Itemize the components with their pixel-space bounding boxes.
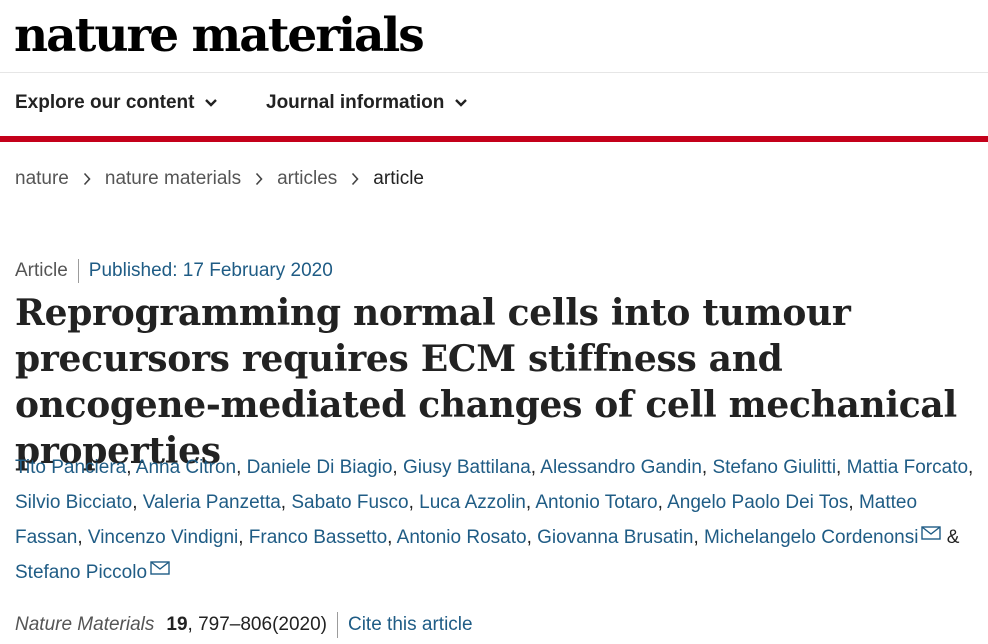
journal-name: Nature Materials [15,614,155,635]
page-range: , 797–806 [187,614,273,635]
author-link[interactable]: Giovanna Brusatin [537,527,694,548]
author-link[interactable]: Mattia Forcato [846,457,969,478]
site-header: nature materials [0,0,988,73]
nav-explore-label: Explore our content [15,92,195,113]
article-type: Article [15,260,68,281]
author-separator: , [387,527,397,548]
site-logo[interactable]: nature materials [14,8,425,63]
breadcrumb-nature-materials[interactable]: nature materials [104,168,242,189]
author-separator: , [848,492,859,513]
article-meta: Article Published: 17 February 2020 [15,259,333,283]
published-date[interactable]: Published: 17 February 2020 [88,260,333,281]
citation-divider [336,612,338,638]
author-link[interactable]: Stefano Giulitti [712,457,837,478]
author-link[interactable]: Antonio Totaro [535,492,658,513]
chevron-right-icon [256,172,263,186]
chevron-down-icon [455,99,468,107]
author-separator: , [530,457,541,478]
author-link[interactable]: Tito Panciera [15,457,127,478]
breadcrumb-article: article [373,168,424,189]
author-separator: , [657,492,668,513]
author-link[interactable]: Alessandro Gandin [540,457,702,478]
author-link[interactable]: Daniele Di Biagio [246,457,393,478]
author-separator: , [77,527,88,548]
article-title: Reprogramming normal cells into tumour p… [15,292,957,472]
author-link[interactable]: Franco Bassetto [248,527,388,548]
main-nav: Explore our content Journal information [0,73,988,137]
citation-line: Nature Materials 19 , 797–806 (2020) Cit… [15,612,473,638]
author-link[interactable]: Valeria Panzetta [142,492,281,513]
meta-divider [77,259,79,283]
publication-year: (2020) [272,614,327,635]
author-separator: , [701,457,713,478]
author-separator: , [836,457,847,478]
author-link[interactable]: Vincenzo Vindigni [87,527,239,548]
breadcrumb-articles[interactable]: articles [277,168,338,189]
author-link[interactable]: Matteo Fassan [15,492,918,548]
volume: 19 [166,614,188,635]
author-link[interactable]: Michelangelo Cordenonsi [704,527,919,548]
author-link[interactable]: Giusy Battilana [402,457,531,478]
author-separator: , [408,492,420,513]
email-icon[interactable] [150,561,170,575]
chevron-down-icon [205,99,218,107]
email-icon[interactable] [921,526,942,540]
author-link[interactable]: Stefano Piccolo [15,562,148,583]
author-separator: , [280,492,292,513]
author-separator: , [968,457,974,478]
chevron-right-icon [352,172,359,186]
nav-explore-content[interactable]: Explore our content [15,92,218,114]
author-link[interactable]: Antonio Rosato [396,527,527,548]
author-separator: , [236,457,247,478]
author-link[interactable]: Luca Azzolin [419,492,526,513]
author-separator: , [126,457,136,478]
author-separator: , [238,527,249,548]
author-separator: , [525,492,536,513]
nav-journal-label: Journal information [266,92,445,113]
author-separator: , [132,492,143,513]
author-link[interactable]: Sabato Fusco [291,492,409,513]
breadcrumb: nature nature materials articles article [15,168,424,190]
author-link[interactable]: Angelo Paolo Dei Tos [667,492,849,513]
author-separator: , [693,527,705,548]
accent-divider [0,136,988,142]
chevron-right-icon [83,172,91,186]
author-separator: & [941,527,960,548]
cite-article-link[interactable]: Cite this article [347,614,473,635]
author-separator: , [526,527,538,548]
nav-journal-information[interactable]: Journal information [266,92,468,114]
breadcrumb-nature[interactable]: nature [15,168,69,189]
author-list: Tito Panciera, Anna Citron, Daniele Di B… [15,450,975,590]
author-separator: , [392,457,403,478]
author-link[interactable]: Anna Citron [135,457,237,478]
author-link[interactable]: Silvio Bicciato [15,492,133,513]
